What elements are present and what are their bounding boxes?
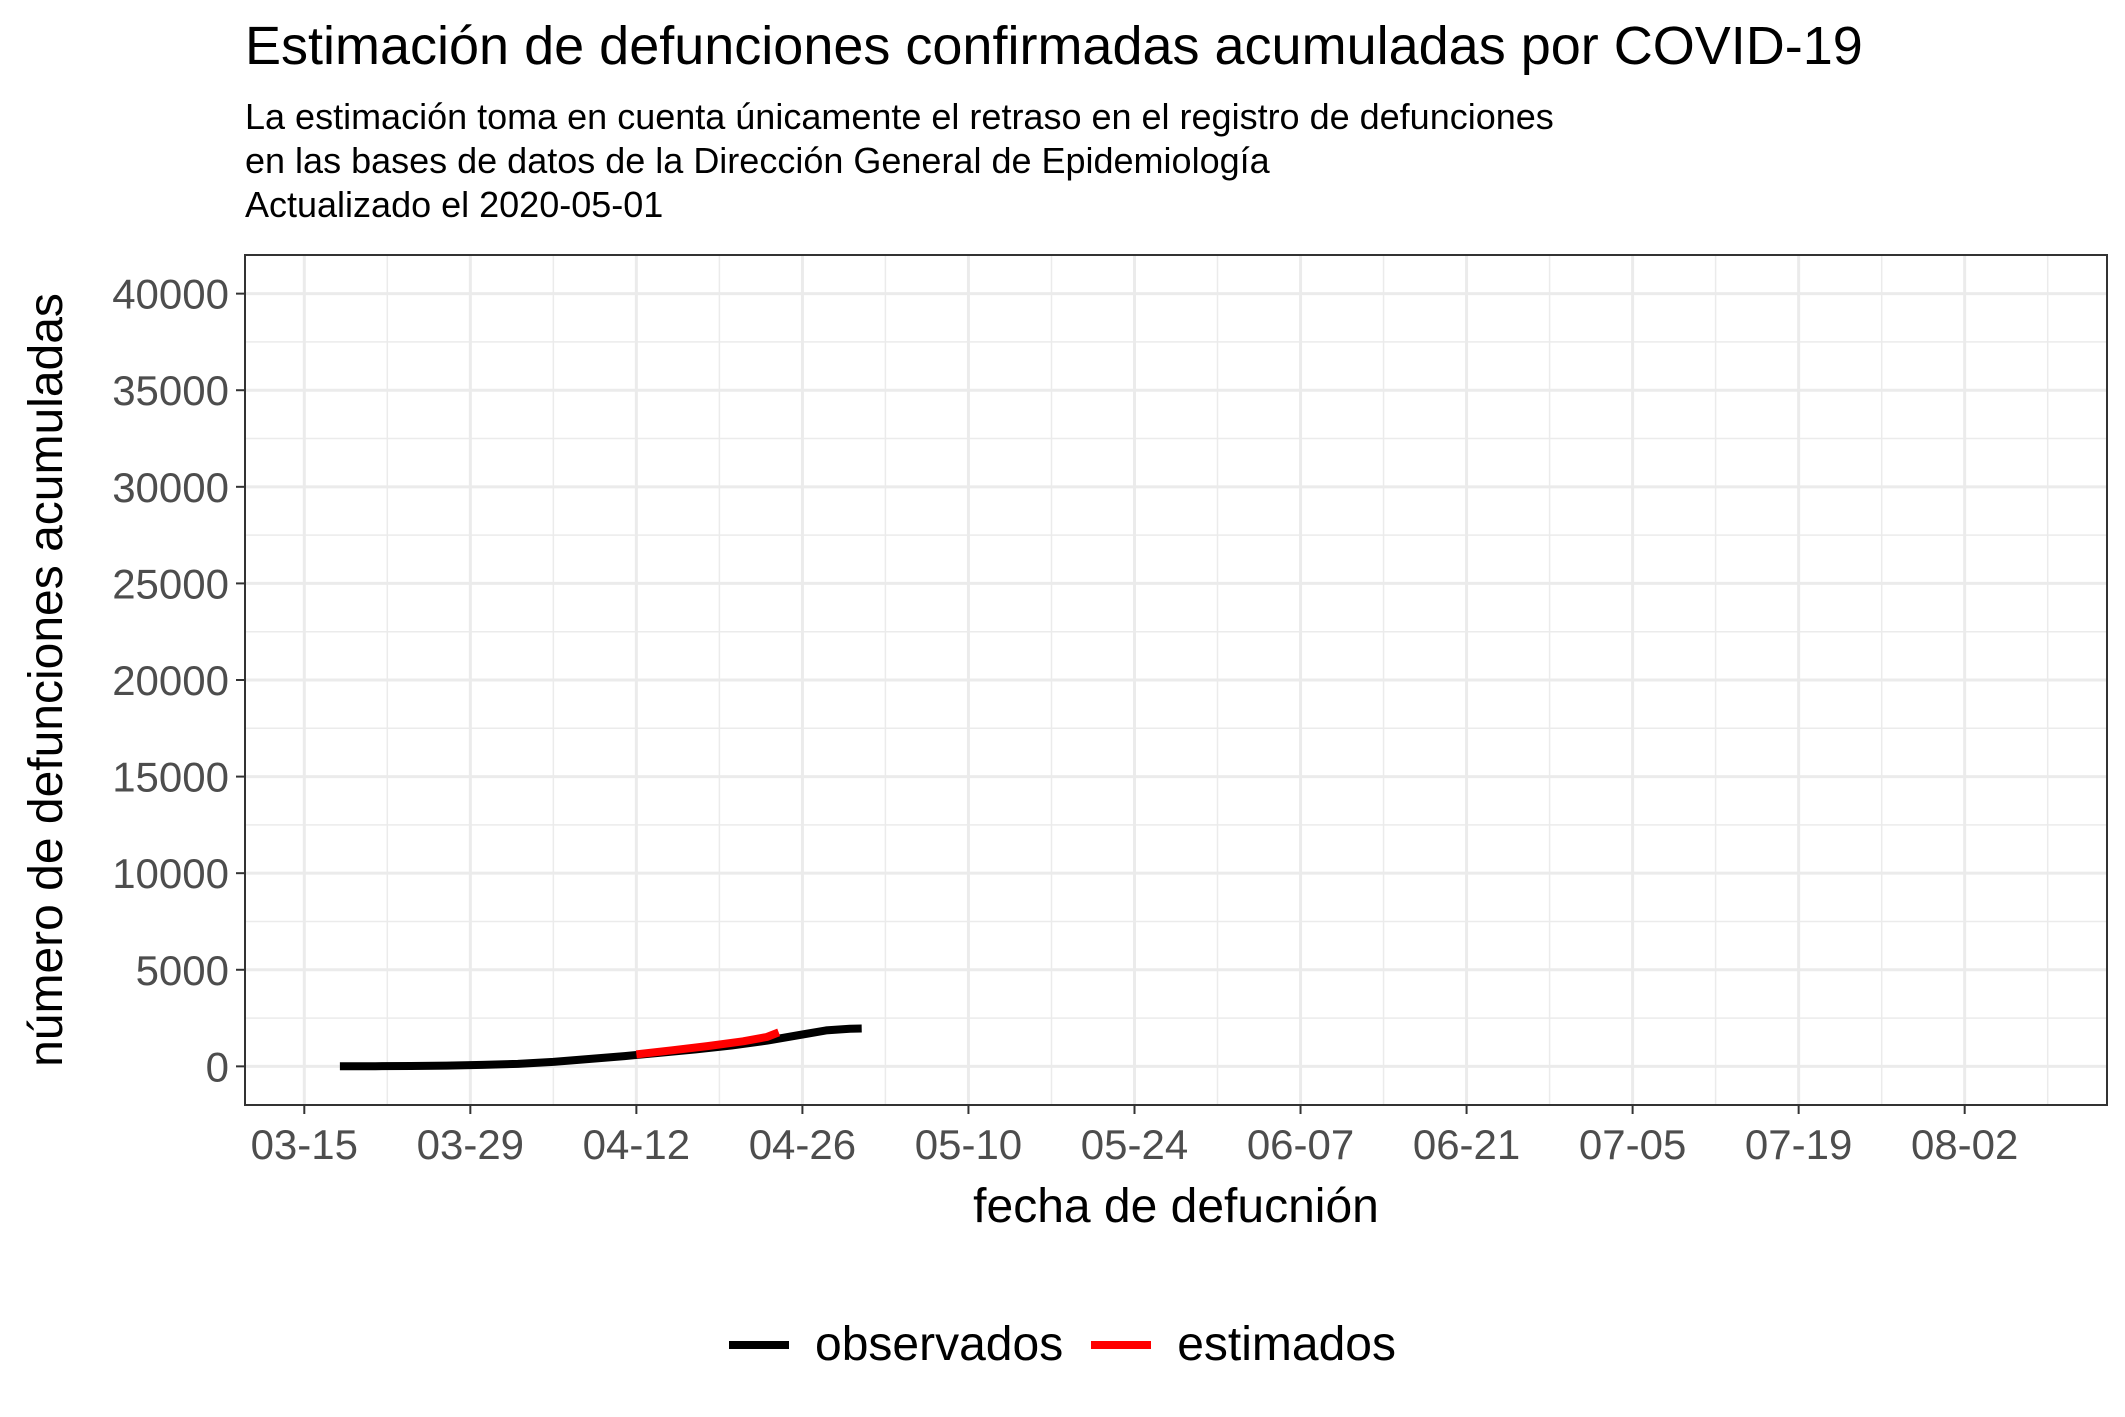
subtitle-line-2: en las bases de datos de la Dirección Ge… [245, 140, 1270, 181]
x-tick-label: 04-26 [749, 1121, 856, 1168]
y-tick-label: 5000 [136, 947, 229, 994]
x-tick-label: 03-29 [417, 1121, 524, 1168]
legend-item-observados: observados [729, 1315, 1063, 1375]
legend: observados estimados [0, 1310, 2125, 1380]
y-axis-ticks: 0 5000 10000 15000 20000 25000 30000 35000 40000 [112, 271, 245, 1090]
y-tick-label: 40000 [112, 271, 229, 318]
series-line-estimados [635, 1028, 781, 1059]
legend-label-estimados: estimados [1177, 1318, 1396, 1371]
x-tick-label: 07-05 [1579, 1121, 1686, 1168]
x-axis-ticks: 03-15 03-29 04-12 04-26 05-10 05-24 06-07 06-21… [251, 1105, 2018, 1168]
chart-subtitle: La estimación toma en cuenta únicamente … [245, 95, 1554, 227]
x-tick-label: 07-19 [1745, 1121, 1852, 1168]
y-tick-label: 0 [206, 1043, 229, 1090]
x-tick-label: 05-10 [915, 1121, 1022, 1168]
x-tick-label: 06-21 [1413, 1121, 1520, 1168]
subtitle-line-1: La estimación toma en cuenta únicamente … [245, 96, 1554, 137]
y-tick-label: 10000 [112, 850, 229, 897]
subtitle-line-3: Actualizado el 2020-05-01 [245, 184, 664, 225]
legend-item-estimados: estimados [1091, 1315, 1396, 1375]
x-axis-title: fecha de defucnión [973, 1180, 1379, 1233]
y-tick-label: 15000 [112, 754, 229, 801]
grid-lines [245, 255, 2107, 1105]
x-tick-label: 04-12 [583, 1121, 690, 1168]
legend-key-estimados [1091, 1341, 1152, 1349]
legend-key-observados [729, 1341, 790, 1349]
chart-title: Estimación de defunciones confirmadas ac… [245, 16, 1863, 76]
y-axis-title: número de defunciones acumuladas [20, 293, 73, 1067]
y-tick-label: 35000 [112, 367, 229, 414]
x-tick-label: 05-24 [1081, 1121, 1188, 1168]
y-tick-label: 25000 [112, 560, 229, 607]
x-tick-label: 08-02 [1911, 1121, 2018, 1168]
legend-label-observados: observados [815, 1318, 1064, 1371]
y-tick-label: 20000 [112, 657, 229, 704]
x-tick-label: 03-15 [251, 1121, 358, 1168]
y-tick-label: 30000 [112, 464, 229, 511]
series-lines [339, 1024, 862, 1071]
series-line-observados [339, 1024, 862, 1071]
x-tick-label: 06-07 [1247, 1121, 1354, 1168]
